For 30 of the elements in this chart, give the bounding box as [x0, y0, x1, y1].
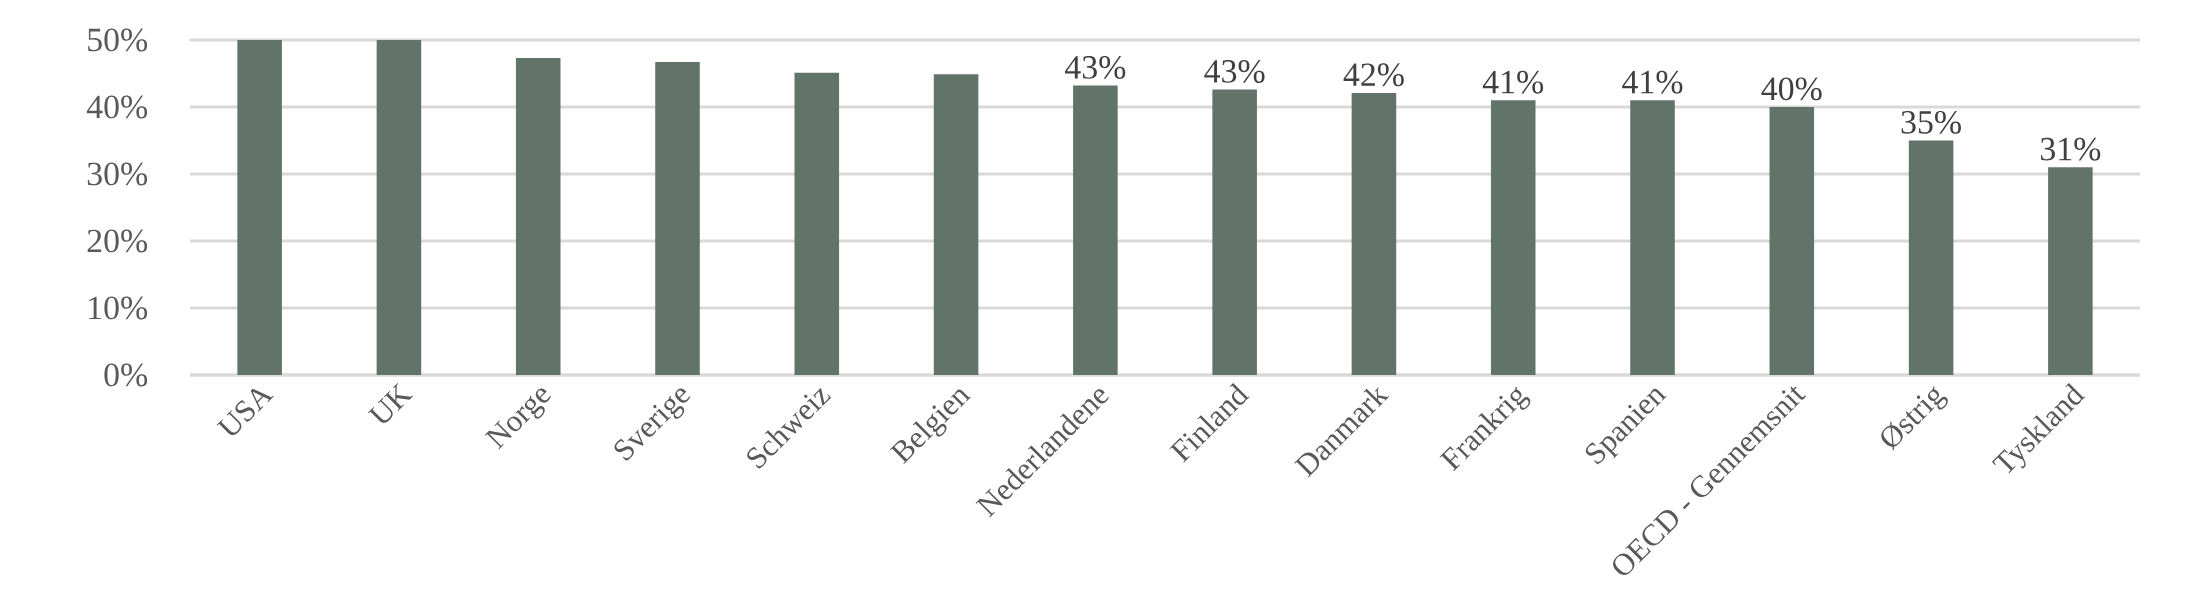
- data-label: 43%: [1204, 59, 1265, 83]
- bar: [933, 74, 979, 375]
- y-tick-label: 10%: [89, 296, 148, 320]
- data-label: 41%: [1622, 70, 1683, 94]
- data-label: 43%: [1065, 55, 1126, 79]
- data-label: 35%: [1901, 110, 1961, 134]
- y-tick-label: 50%: [88, 28, 148, 52]
- bar: [515, 58, 561, 375]
- x-tick-label: UK: [367, 382, 413, 423]
- bar: [2048, 167, 2093, 375]
- bar: [1351, 92, 1397, 375]
- bar: [1073, 85, 1118, 375]
- bar: [237, 40, 282, 375]
- y-tick-label: 40%: [86, 95, 148, 119]
- data-label: 42%: [1343, 63, 1404, 87]
- y-tick-label: 30%: [87, 162, 148, 186]
- x-tick-label: USA: [216, 388, 274, 436]
- bar: [1630, 100, 1675, 375]
- bar: [1490, 100, 1536, 375]
- bar: [1769, 107, 1815, 375]
- y-tick-label: 0%: [104, 363, 148, 387]
- data-label: 31%: [2040, 137, 2101, 161]
- data-label: 41%: [1482, 70, 1544, 94]
- bar: [655, 62, 700, 375]
- bar: [1212, 89, 1257, 375]
- bar: [376, 40, 422, 375]
- y-tick-label: 20%: [87, 229, 148, 253]
- bar: [794, 72, 840, 375]
- data-label: 40%: [1761, 77, 1822, 101]
- bar: [1908, 140, 1954, 375]
